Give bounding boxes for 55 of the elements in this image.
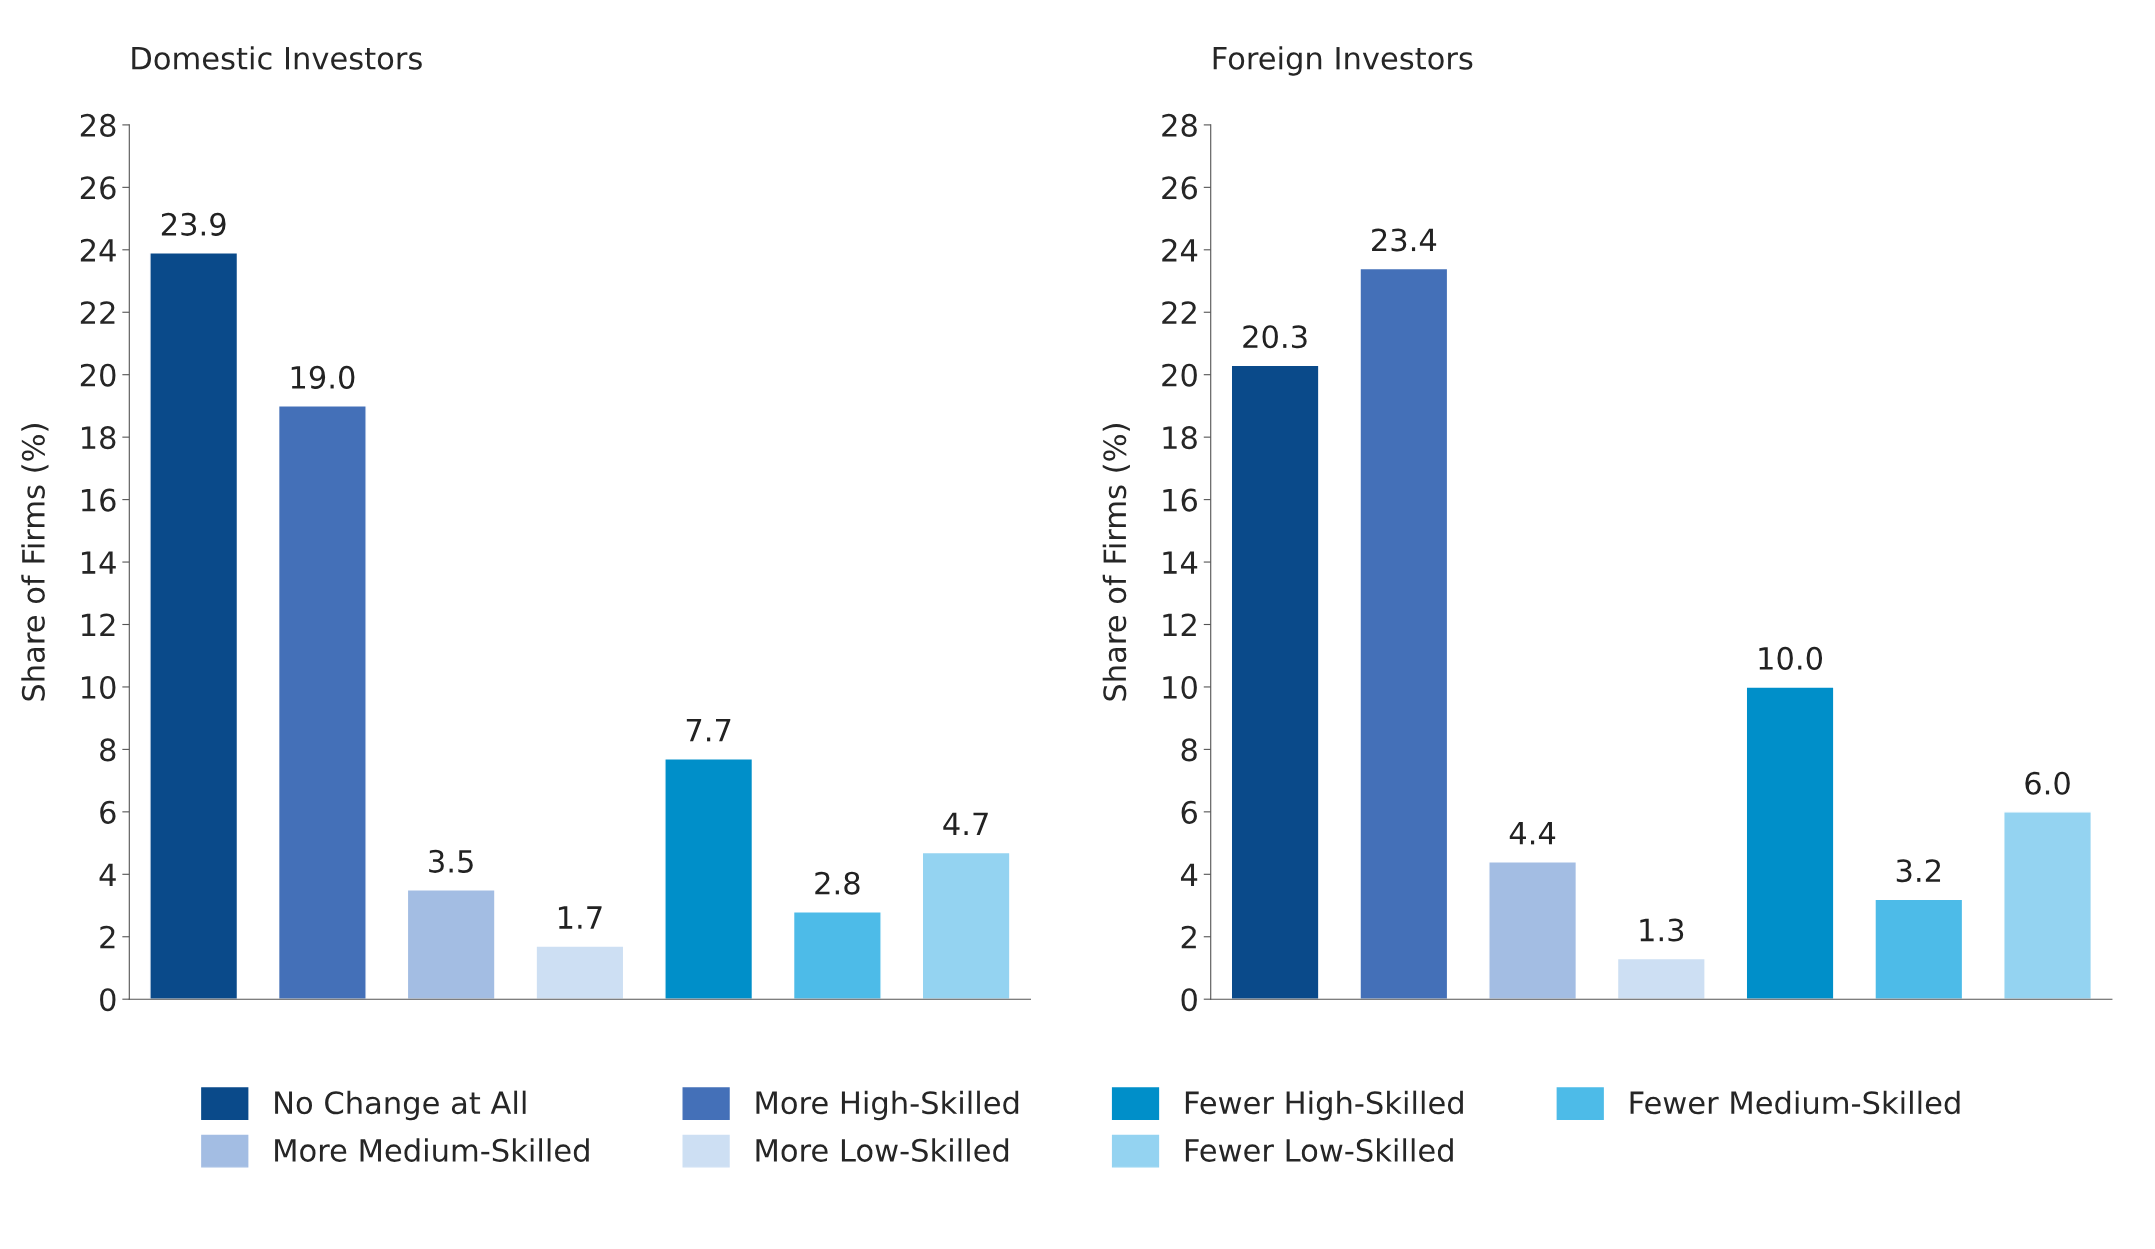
y-tick-label: 20: [80, 363, 116, 387]
data-label: 23.4: [1372, 228, 1437, 252]
y-tick-label: 6: [1181, 800, 1197, 824]
data-label: 23.9: [161, 212, 226, 236]
y-tick-label: 12: [1163, 613, 1196, 637]
y-tick-label: 14: [1163, 551, 1198, 574]
y-tick-label: 26: [1162, 176, 1197, 200]
data-label: 19.0: [291, 365, 355, 389]
chart-title: Domestic Investors: [132, 46, 422, 70]
y-tick-label: 18: [81, 426, 116, 450]
legend-label: Fewer Medium-Skilled: [1630, 1090, 1960, 1115]
data-label: 3.5: [429, 849, 473, 873]
data-label: 1.7: [558, 906, 602, 929]
data-label: 6.0: [2025, 771, 2070, 795]
data-label: 3.2: [1896, 859, 1941, 883]
y-tick-label: 4: [1180, 863, 1198, 886]
legend-label: No Change at All: [275, 1090, 526, 1121]
y-tick-label: 26: [80, 176, 116, 200]
y-tick-label: 22: [80, 301, 115, 324]
legend-label: Fewer High-Skilled: [1185, 1090, 1463, 1121]
data-label: 7.7: [686, 719, 731, 742]
data-label: 4.7: [943, 812, 988, 835]
data-label: 20.3: [1243, 325, 1307, 349]
legend-label: More Low-Skilled: [756, 1138, 1009, 1162]
y-tick-label: 16: [1163, 488, 1197, 512]
y-tick-label: 28: [1162, 113, 1197, 137]
data-label: 2.8: [815, 871, 860, 895]
y-tick-label: 12: [81, 613, 115, 637]
y-axis-title: Share of Firms (%): [21, 424, 49, 701]
y-tick-label: 8: [1181, 738, 1197, 762]
y-tick-label: 2: [1181, 925, 1196, 949]
y-axis-title: Share of Firms (%): [1102, 424, 1130, 701]
y-tick-label: 10: [1163, 675, 1197, 699]
y-tick-label: 0: [100, 988, 116, 1012]
y-tick-label: 18: [1163, 426, 1197, 450]
y-tick-label: 10: [81, 675, 116, 699]
y-tick-label: 14: [81, 551, 116, 574]
y-tick-label: 24: [1162, 238, 1198, 262]
chart-title: Foreign Investors: [1213, 46, 1473, 76]
y-tick-label: 4: [99, 863, 116, 886]
legend-label: Fewer Low-Skilled: [1185, 1138, 1453, 1162]
legend-label: More Medium-Skilled: [275, 1138, 589, 1162]
y-tick-label: 8: [100, 738, 116, 762]
y-tick-label: 0: [1181, 988, 1197, 1012]
legend-label: More High-Skilled: [756, 1090, 1019, 1121]
y-tick-label: 22: [1162, 301, 1196, 324]
y-tick-label: 6: [100, 800, 116, 824]
data-label: 10.0: [1759, 646, 1823, 670]
data-label: 1.3: [1640, 918, 1684, 942]
y-tick-label: 16: [81, 488, 116, 512]
y-tick-label: 2: [100, 925, 115, 949]
y-tick-label: 24: [80, 238, 116, 262]
y-tick-label: 20: [1162, 363, 1197, 387]
data-label: 4.4: [1509, 822, 1556, 845]
y-tick-label: 28: [80, 113, 116, 137]
